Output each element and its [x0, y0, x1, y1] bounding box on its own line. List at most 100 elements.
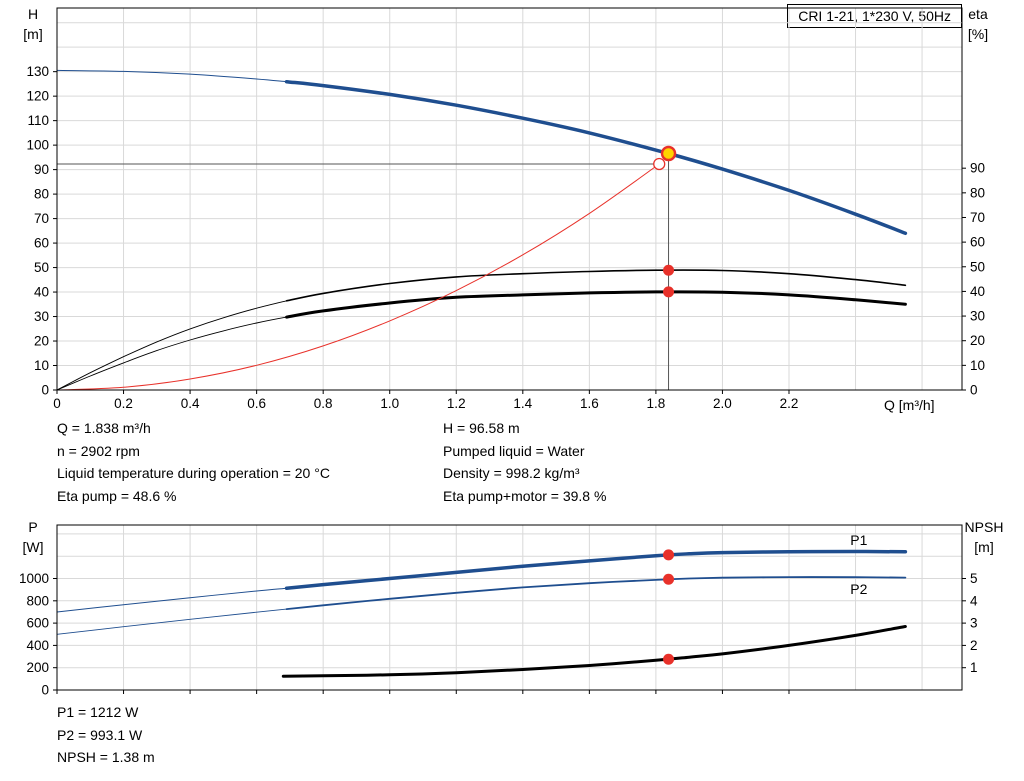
q-axis-label: Q [m³/h] — [884, 397, 935, 413]
right-tick-label: 70 — [970, 210, 985, 225]
right-tick-label: 4 — [970, 593, 978, 608]
operating-value-marker — [663, 264, 675, 276]
series-head-curve — [284, 79, 908, 236]
axis-ticks: 0 200 400 600 800 1000 1 2 3 4 5 — [19, 571, 978, 697]
eta-axis-title-unit: [%] — [967, 26, 989, 42]
left-tick-label: 40 — [34, 285, 49, 300]
x-tick-label: 1.4 — [513, 396, 532, 411]
x-tick-label: 0.6 — [247, 396, 266, 411]
right-tick-label: 80 — [970, 185, 985, 200]
detail-eta-pump-motor: Eta pump+motor = 39.8 % — [443, 487, 607, 504]
gridlines — [57, 525, 962, 690]
series-eta-pump — [285, 269, 907, 302]
x-tick-label: 1.0 — [380, 396, 399, 411]
right-tick-label: 1 — [970, 660, 978, 675]
left-tick-label: 50 — [34, 260, 49, 275]
series-system-curve — [56, 161, 663, 391]
left-tick-label: 20 — [34, 334, 49, 349]
axis-ticks: 0 0.2 0.4 0.6 0.8 1.0 1.2 1.4 1.6 1.8 2.0 2.2 0 10 20 3… — [26, 64, 985, 411]
left-tick-label: 120 — [26, 89, 49, 104]
power-details: P1 = 1212 W P2 = 993.1 W NPSH = 1.38 m — [57, 701, 155, 769]
x-tick-label: 0.8 — [314, 396, 333, 411]
series-eta-pump — [56, 300, 288, 391]
series-P2 — [56, 608, 288, 635]
detail-p2: P2 = 993.1 W — [57, 726, 143, 743]
markers — [653, 145, 677, 298]
series-label-P2: P2 — [850, 581, 867, 597]
detail-p1: P1 = 1212 W — [57, 704, 139, 720]
eta-axis-title-symbol: eta — [968, 6, 988, 22]
operating-value-marker — [663, 549, 675, 561]
left-tick-label: 400 — [26, 638, 49, 653]
operating-value-marker — [663, 653, 675, 665]
left-tick-label: 200 — [26, 660, 49, 675]
series-group: P1 P2 — [56, 532, 908, 678]
plot-border — [56, 524, 963, 691]
detail-liquid-temp: Liquid temperature during operation = 20… — [57, 465, 330, 481]
hq-chart: 0 0.2 0.4 0.6 0.8 1.0 1.2 1.4 1.6 1.8 2.0 2.2 0 10 20 3… — [26, 7, 985, 411]
series-label-P1: P1 — [850, 532, 867, 548]
npsh-axis-title: NPSH [m] — [956, 517, 1012, 557]
left-tick-label: 80 — [34, 187, 49, 202]
left-tick-label: 10 — [34, 358, 49, 373]
requested-duty-marker — [653, 157, 666, 171]
duty-details-left: Q = 1.838 m³/h n = 2902 rpm Liquid tempe… — [57, 417, 330, 507]
series-head-curve — [56, 69, 288, 83]
detail-npsh: NPSH = 1.38 m — [57, 749, 155, 765]
power-chart: P1 P2 0 200 400 600 800 1000 1 2 3 4 5 — [19, 524, 978, 698]
series-group — [56, 69, 908, 391]
series-P1 — [56, 587, 288, 613]
h-axis-title-unit: [m] — [23, 26, 43, 42]
right-tick-label: 10 — [970, 358, 985, 373]
gridlines — [57, 8, 962, 390]
operating-value-marker — [663, 286, 675, 298]
left-tick-label: 110 — [27, 113, 49, 128]
right-tick-label: 3 — [970, 616, 978, 631]
detail-flow: Q = 1.838 m³/h — [57, 420, 151, 436]
npsh-axis-title-symbol: NPSH — [964, 519, 1004, 535]
x-tick-label: 2.2 — [780, 396, 799, 411]
series-P2 — [285, 576, 907, 610]
right-tick-label: 90 — [970, 161, 985, 176]
left-tick-label: 600 — [26, 616, 49, 631]
x-tick-label: 0.4 — [181, 396, 200, 411]
x-tick-label: 0.2 — [114, 396, 133, 411]
right-tick-label: 2 — [970, 638, 978, 653]
h-axis-title-symbol: H — [27, 6, 39, 22]
right-tick-label: 20 — [970, 333, 985, 348]
series-eta-pump-motor — [285, 290, 907, 319]
right-tick-label: 0 — [970, 383, 978, 398]
right-tick-label: 30 — [970, 309, 985, 324]
duty-details-right: H = 96.58 m Pumped liquid = Water Densit… — [443, 417, 606, 507]
series-eta-pump-motor — [56, 316, 288, 391]
left-tick-label: 60 — [34, 236, 49, 251]
left-tick-label: 30 — [34, 309, 49, 324]
detail-speed: n = 2902 rpm — [57, 442, 140, 459]
eta-axis-title: eta [%] — [958, 4, 998, 44]
npsh-axis-title-unit: [m] — [974, 539, 994, 555]
p-axis-title: P [W] — [16, 517, 50, 557]
left-tick-label: 130 — [26, 64, 49, 79]
left-tick-label: 70 — [34, 211, 49, 226]
plot-border — [56, 7, 963, 391]
series-NPSH — [281, 625, 907, 678]
left-tick-label: 0 — [41, 683, 49, 698]
series-P1 — [284, 549, 908, 590]
left-tick-label: 90 — [34, 162, 49, 177]
left-tick-label: 0 — [41, 383, 49, 398]
markers — [663, 549, 675, 665]
right-tick-label: 40 — [970, 284, 985, 299]
detail-pumped-liquid: Pumped liquid = Water — [443, 442, 585, 459]
right-tick-label: 50 — [970, 259, 985, 274]
right-tick-label: 5 — [970, 571, 978, 586]
detail-density: Density = 998.2 kg/m³ — [443, 465, 580, 481]
x-tick-label: 1.8 — [647, 396, 666, 411]
left-tick-label: 100 — [26, 138, 49, 153]
operating-value-marker — [663, 573, 675, 585]
x-tick-label: 1.2 — [447, 396, 466, 411]
left-tick-label: 800 — [26, 593, 49, 608]
detail-eta-pump: Eta pump = 48.6 % — [57, 487, 177, 504]
x-tick-label: 1.6 — [580, 396, 599, 411]
p-axis-title-unit: [W] — [22, 539, 44, 555]
x-tick-label: 2.0 — [713, 396, 732, 411]
